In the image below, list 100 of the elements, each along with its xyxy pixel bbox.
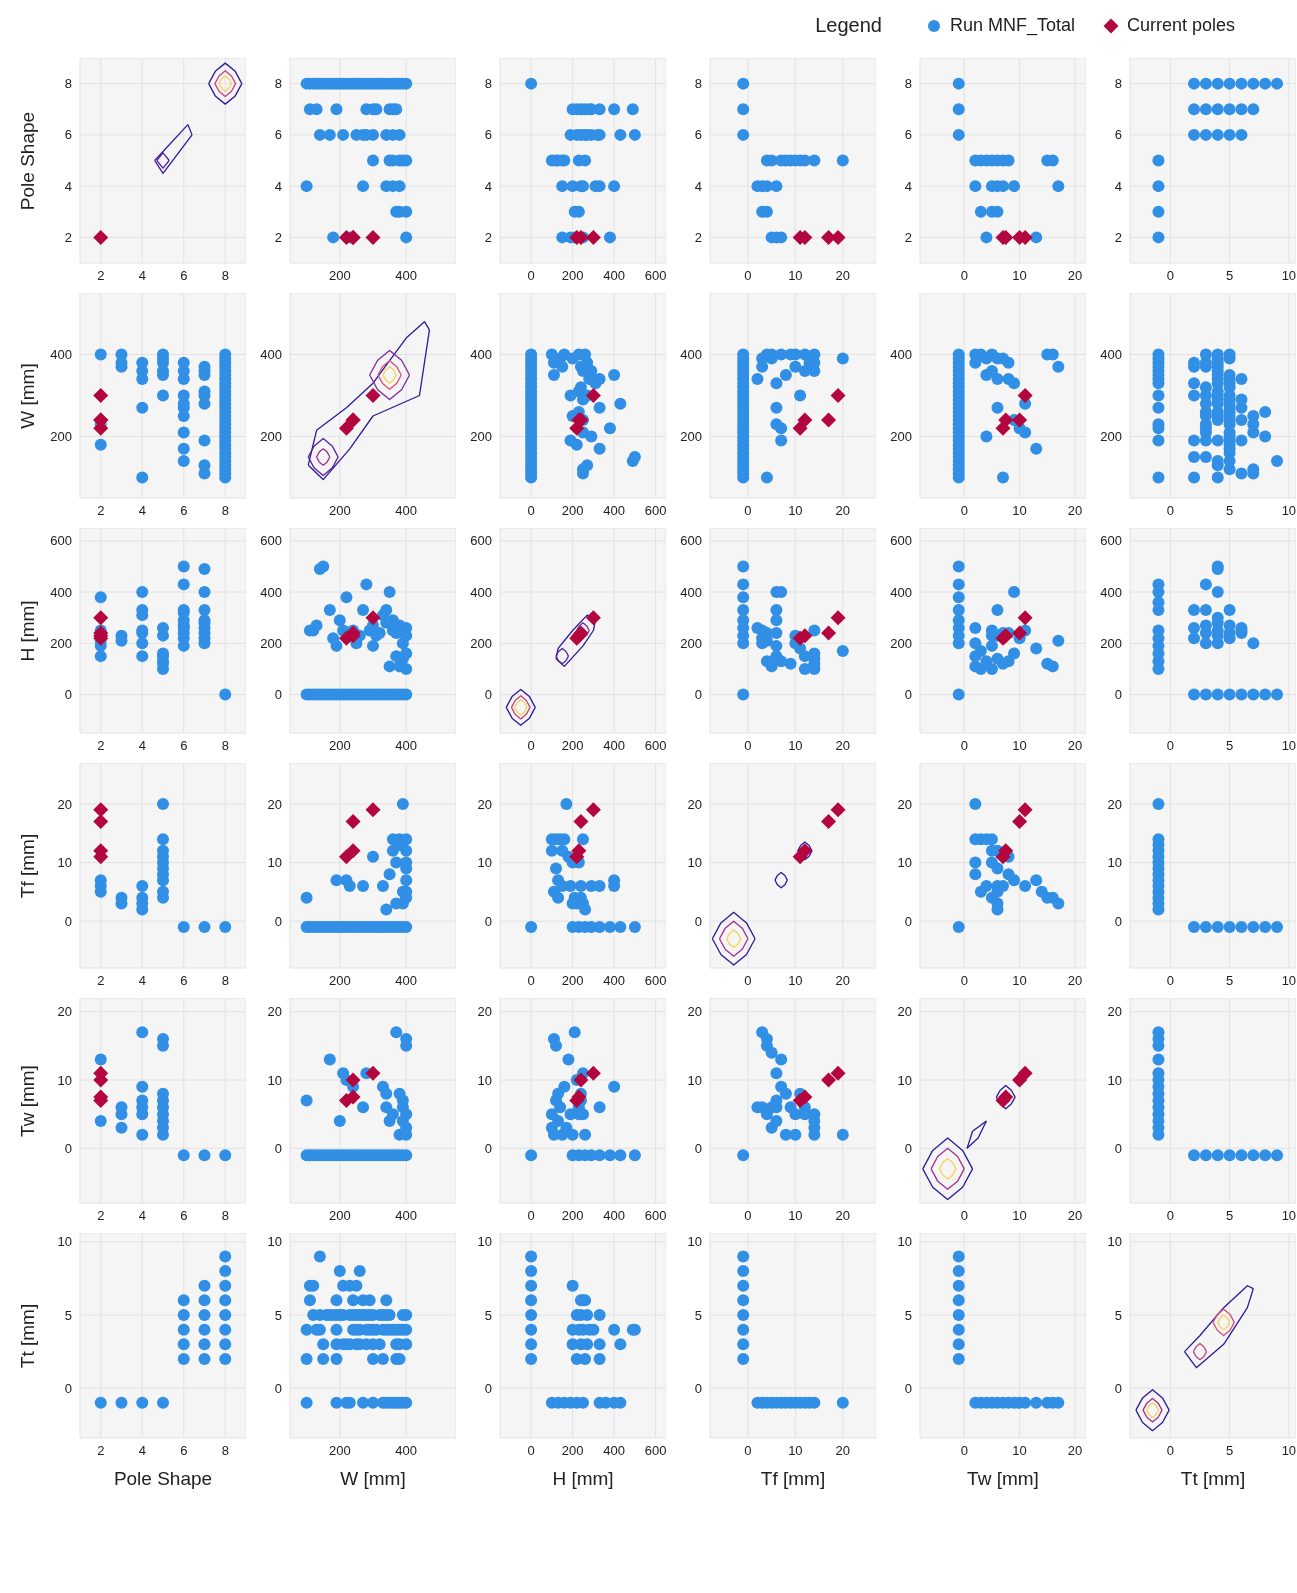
x-tick-label: 400: [395, 268, 418, 284]
y-tick-label: 8: [694, 76, 702, 92]
y-tick-label: 600: [50, 533, 72, 549]
x-tick-label: 20: [835, 268, 851, 284]
y-tick-label: 10: [1107, 1072, 1122, 1088]
y-axis-title: H [mm]: [17, 599, 39, 662]
y-tick-label: 0: [484, 687, 492, 703]
y-tick-label: 0: [64, 1380, 72, 1396]
x-tick-label: 0: [960, 738, 968, 754]
x-tick-label: 5: [1225, 503, 1234, 519]
x-tick-label: 10: [788, 738, 803, 754]
y-axis-title: Pole Shape: [17, 111, 39, 210]
y-tick-label: 0: [694, 687, 702, 703]
x-tick-label: 2: [97, 973, 105, 989]
y-tick-label: 10: [687, 855, 702, 871]
y-tick-label: 10: [267, 1234, 282, 1250]
x-tick-label: 0: [1166, 738, 1174, 754]
y-tick-label: 5: [274, 1307, 282, 1323]
x-tick-label: 10: [1281, 1443, 1297, 1459]
x-tick-label: 10: [1012, 1208, 1027, 1224]
y-tick-label: 2: [274, 229, 282, 245]
x-tick-label: 10: [1281, 1208, 1297, 1224]
y-tick-label: 4: [484, 178, 492, 194]
x-tick-label: 6: [180, 1443, 188, 1459]
x-tick-label: 6: [180, 738, 188, 754]
y-tick-label: 2: [694, 229, 702, 245]
y-tick-label: 0: [694, 1140, 702, 1156]
y-tick-label: 0: [694, 913, 702, 929]
x-tick-label: 8: [221, 738, 229, 754]
y-tick-label: 0: [904, 1380, 912, 1396]
x-tick-label: 0: [960, 1443, 968, 1459]
y-tick-label: 4: [1114, 178, 1122, 194]
y-tick-label: 5: [904, 1307, 912, 1323]
x-tick-label: 0: [527, 268, 535, 284]
x-tick-label: 10: [1281, 738, 1297, 754]
x-tick-label: 2: [97, 738, 105, 754]
y-tick-label: 200: [260, 635, 282, 651]
y-tick-label: 8: [1114, 76, 1122, 92]
x-tick-label: 0: [1166, 973, 1174, 989]
y-tick-label: 0: [274, 687, 282, 703]
x-tick-label: 20: [835, 738, 851, 754]
y-tick-label: 0: [64, 1140, 72, 1156]
y-tick-label: 200: [680, 429, 702, 445]
y-tick-label: 4: [64, 178, 72, 194]
y-tick-label: 10: [267, 855, 282, 871]
x-tick-label: 200: [561, 973, 584, 989]
legend-label: Run MNF_Total: [949, 15, 1075, 36]
y-tick-label: 10: [897, 855, 912, 871]
y-tick-label: 400: [890, 584, 912, 600]
y-tick-label: 0: [904, 687, 912, 703]
x-tick-label: 600: [644, 973, 667, 989]
y-tick-label: 200: [1100, 429, 1122, 445]
y-tick-label: 200: [260, 429, 282, 445]
y-tick-label: 4: [694, 178, 702, 194]
x-tick-label: 0: [1166, 503, 1174, 519]
y-tick-label: 10: [57, 855, 72, 871]
x-tick-label: 0: [527, 1208, 535, 1224]
y-tick-label: 20: [1107, 1004, 1122, 1020]
y-tick-label: 0: [484, 1140, 492, 1156]
y-tick-label: 2: [904, 229, 912, 245]
x-tick-label: 0: [960, 1208, 968, 1224]
y-tick-label: 200: [470, 429, 492, 445]
x-tick-label: 200: [328, 503, 351, 519]
x-tick-label: 20: [835, 1208, 851, 1224]
x-tick-label: 400: [395, 738, 418, 754]
x-tick-label: 5: [1225, 268, 1234, 284]
x-axis-title: W [mm]: [339, 1468, 407, 1490]
y-tick-label: 200: [890, 635, 912, 651]
x-tick-label: 6: [180, 973, 188, 989]
y-tick-label: 200: [1100, 635, 1122, 651]
x-tick-label: 200: [561, 503, 584, 519]
x-tick-label: 0: [744, 503, 752, 519]
y-tick-label: 400: [1100, 584, 1122, 600]
x-tick-label: 600: [644, 1443, 667, 1459]
y-axis-title: W [mm]: [17, 362, 39, 429]
x-tick-label: 5: [1225, 973, 1234, 989]
x-tick-label: 0: [744, 1443, 752, 1459]
x-tick-label: 0: [1166, 268, 1174, 284]
y-tick-label: 10: [1107, 1234, 1122, 1250]
y-tick-label: 6: [484, 127, 492, 143]
x-tick-label: 0: [527, 1443, 535, 1459]
y-tick-label: 20: [477, 1004, 492, 1020]
y-tick-label: 600: [1100, 533, 1122, 549]
y-tick-label: 10: [57, 1072, 72, 1088]
x-tick-label: 10: [1281, 503, 1297, 519]
y-tick-label: 0: [484, 1380, 492, 1396]
x-tick-label: 200: [328, 738, 351, 754]
y-tick-label: 0: [1114, 687, 1122, 703]
y-tick-label: 600: [470, 533, 492, 549]
x-tick-label: 0: [744, 268, 752, 284]
x-tick-label: 200: [328, 1208, 351, 1224]
x-tick-label: 400: [603, 1443, 625, 1459]
x-tick-label: 0: [527, 973, 535, 989]
x-tick-label: 200: [328, 1443, 351, 1459]
y-tick-label: 10: [477, 1072, 492, 1088]
x-tick-label: 600: [644, 268, 667, 284]
y-tick-label: 2: [484, 229, 492, 245]
y-tick-label: 20: [687, 1004, 702, 1020]
x-tick-label: 5: [1225, 1443, 1234, 1459]
x-tick-label: 20: [835, 503, 851, 519]
